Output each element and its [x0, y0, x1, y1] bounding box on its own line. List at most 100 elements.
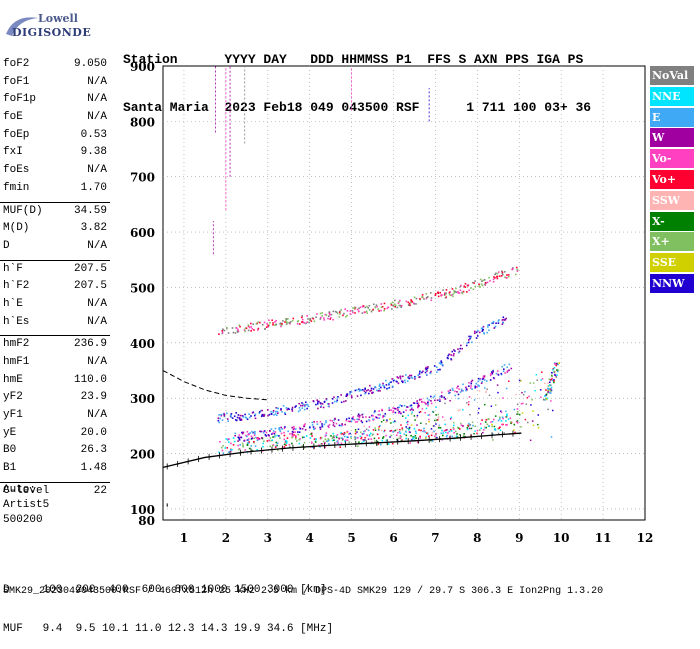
echo-point [493, 276, 495, 278]
echo-point [436, 436, 438, 439]
echo-point [465, 344, 468, 347]
echo-point [246, 435, 248, 438]
echo-point [394, 304, 397, 307]
echo-point [412, 409, 414, 411]
param-separator [0, 335, 110, 337]
echo-point [498, 427, 500, 429]
echo-point [416, 424, 418, 426]
echo-point [466, 284, 469, 287]
echo-point [303, 408, 306, 411]
echo-point [361, 421, 364, 424]
echo-point [359, 435, 362, 438]
echo-point [425, 432, 428, 434]
echo-point [333, 425, 336, 428]
param-value: 236.9 [73, 338, 107, 351]
echo-point [501, 321, 504, 324]
echo-point [439, 400, 441, 402]
echo-point [401, 439, 403, 441]
echo-point [342, 433, 345, 436]
param-row-foe: foE N/A [0, 111, 110, 129]
echo-point [361, 312, 364, 314]
echo-point [518, 413, 521, 416]
echo-point [345, 439, 347, 442]
echo-point [468, 289, 470, 292]
echo-point [485, 419, 488, 421]
echo-point [405, 430, 407, 433]
legend-item-x-: X- [650, 211, 694, 231]
echo-point [383, 309, 385, 312]
param-value: 110.0 [73, 373, 107, 386]
param-value: N/A [87, 75, 107, 88]
echo-point [510, 421, 512, 423]
echo-point [467, 424, 469, 427]
echo-point [503, 270, 506, 273]
echo-point [394, 299, 396, 302]
echo-point [370, 387, 373, 390]
echo-point [555, 362, 558, 365]
echo-point [345, 419, 348, 422]
x-tick-label: 12 [637, 531, 654, 545]
echo-point [399, 299, 401, 302]
echo-point [306, 403, 309, 406]
echo-point [254, 413, 257, 416]
echo-point [309, 426, 311, 429]
echo-point [346, 314, 348, 317]
echo-point [361, 388, 364, 391]
echo-point [244, 413, 246, 416]
echo-point [233, 415, 236, 418]
echo-point [441, 391, 443, 394]
echo-point [375, 304, 378, 306]
echo-point [316, 420, 318, 423]
y-tick-label: 500 [130, 281, 155, 295]
echo-point [405, 431, 407, 433]
echo-point [374, 306, 377, 309]
echo-point [383, 302, 386, 305]
echo-point [374, 429, 377, 431]
echo-point [283, 427, 286, 430]
echo-point [249, 432, 251, 434]
echo-point [462, 425, 464, 427]
echo-point [395, 434, 398, 437]
echo-point [372, 388, 375, 390]
echo-point [354, 438, 357, 440]
echo-point [483, 376, 485, 379]
echo-point [219, 417, 221, 420]
echo-point [482, 377, 485, 380]
echo-point [458, 351, 460, 354]
param-row-yf2: yF2 23.9 [0, 391, 110, 409]
echo-point [467, 339, 470, 341]
echo-point [252, 323, 255, 325]
echo-point [259, 321, 261, 324]
echo-point [341, 437, 343, 439]
echo-point [333, 436, 336, 439]
echo-point [239, 325, 241, 328]
echo-point [476, 335, 479, 337]
echo-point [333, 435, 335, 437]
echo-point [250, 437, 253, 440]
echo-point [545, 398, 548, 401]
echo-point [314, 441, 317, 443]
echo-point [486, 388, 488, 391]
echo-point [502, 417, 504, 420]
echo-point [390, 434, 393, 437]
echo-point [369, 390, 371, 392]
echo-point [231, 417, 234, 419]
echo-point [248, 441, 250, 443]
echo-point [394, 407, 397, 410]
echo-point [470, 380, 473, 383]
echo-point [442, 289, 444, 291]
echo-point [414, 378, 416, 380]
echo-point [307, 318, 309, 320]
echo-point [419, 297, 421, 300]
echo-point [492, 320, 495, 323]
echo-point [419, 371, 421, 373]
echo-point [278, 426, 281, 429]
param-value: 207.5 [73, 280, 107, 293]
echo-point [470, 335, 472, 338]
echo-point [550, 387, 552, 390]
echo-point [480, 427, 482, 430]
echo-point [497, 374, 500, 376]
echo-point [487, 418, 489, 420]
echo-point [342, 314, 344, 317]
echo-point [386, 387, 388, 390]
